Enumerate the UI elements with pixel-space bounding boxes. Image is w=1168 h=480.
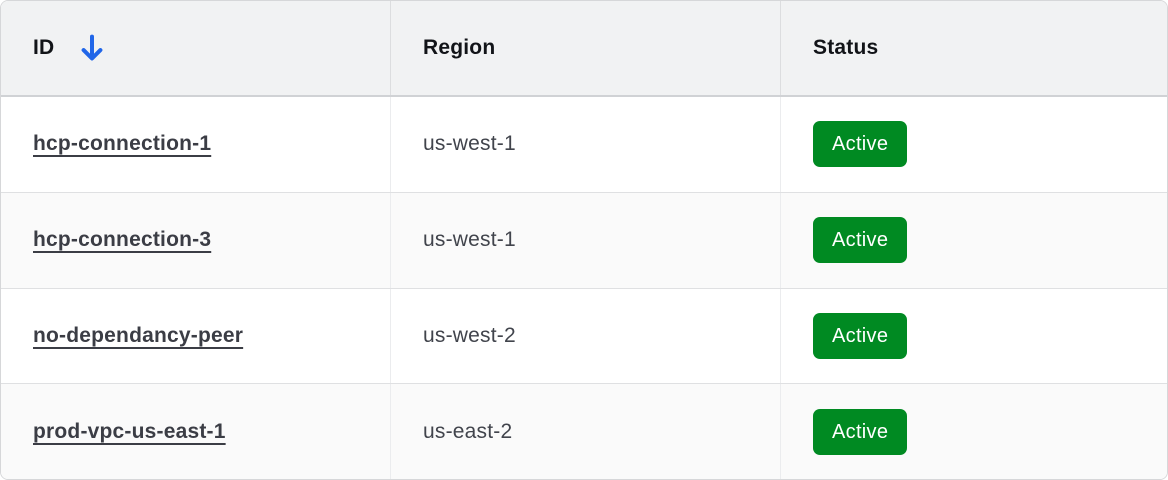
status-badge: Active [813,312,908,359]
id-cell: no-dependancy-peer [1,288,391,384]
connection-link[interactable]: hcp-connection-3 [33,228,212,252]
column-header-region: Region [391,1,781,95]
column-header-id-label: ID [33,36,55,59]
id-cell: prod-vpc-us-east-1 [1,384,391,479]
region-cell: us-west-1 [391,97,781,192]
region-value: us-west-1 [423,132,516,156]
table-row: no-dependancy-peer us-west-2 Active [1,288,1167,385]
sort-descending-icon[interactable] [78,32,106,64]
status-cell: Active [781,193,1167,288]
column-header-region-label: Region [423,36,496,59]
region-cell: us-west-2 [391,288,781,384]
table-row: prod-vpc-us-east-1 us-east-2 Active [1,384,1167,479]
status-badge: Active [813,408,908,455]
status-cell: Active [781,384,1167,479]
id-cell: hcp-connection-3 [1,192,391,288]
column-header-status: Status [781,1,1167,95]
table-row: hcp-connection-3 us-west-1 Active [1,192,1167,289]
region-cell: us-east-2 [391,384,781,479]
status-badge: Active [813,217,908,264]
region-value: us-west-2 [423,323,516,347]
region-cell: us-west-1 [391,192,781,288]
status-badge: Active [813,121,908,168]
status-cell: Active [781,289,1167,384]
table-row: hcp-connection-1 us-west-1 Active [1,97,1167,193]
connection-link[interactable]: hcp-connection-1 [33,132,212,156]
table-header-row: ID Region Status [1,1,1167,97]
region-value: us-east-2 [423,419,513,443]
column-header-status-label: Status [813,36,879,59]
connection-link[interactable]: no-dependancy-peer [33,323,244,347]
status-cell: Active [781,97,1167,192]
connection-link[interactable]: prod-vpc-us-east-1 [33,419,226,443]
id-cell: hcp-connection-1 [1,97,391,192]
region-value: us-west-1 [423,228,516,252]
column-header-id[interactable]: ID [1,1,391,95]
